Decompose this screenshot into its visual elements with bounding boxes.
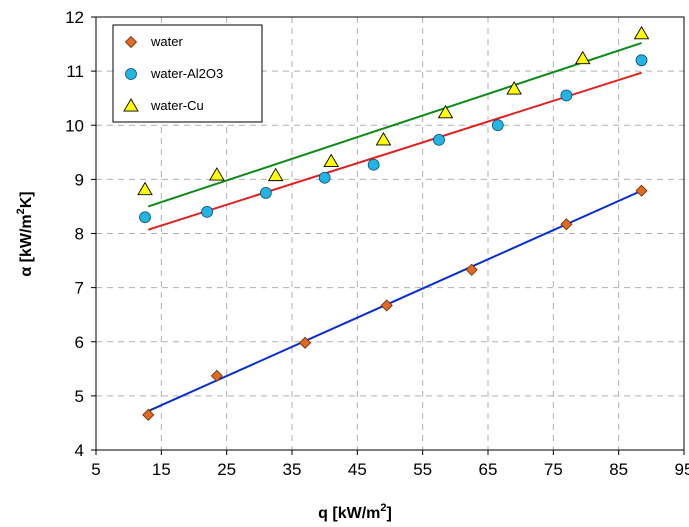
y-tick-label: 12 — [65, 8, 84, 27]
data-point — [560, 218, 573, 231]
data-point — [137, 181, 153, 196]
data-point — [210, 369, 223, 382]
data-point — [560, 89, 573, 102]
x-tick-label: 15 — [152, 460, 171, 479]
fit-lines — [147, 42, 642, 412]
data-point — [209, 167, 225, 181]
x-axis-title: q [kW/m2] — [318, 502, 392, 522]
data-point — [437, 104, 454, 119]
data-point — [380, 299, 393, 312]
data-point — [375, 131, 392, 146]
x-tick-label: 25 — [217, 460, 236, 479]
data-point — [506, 81, 522, 95]
legend-marker — [125, 68, 137, 80]
y-tick-label: 4 — [75, 441, 84, 460]
data-point — [465, 263, 478, 276]
legend-box — [112, 24, 263, 123]
legend-marker — [124, 35, 138, 49]
legend-label-water: water — [150, 34, 183, 49]
grid — [91, 16, 685, 455]
fit-line — [147, 71, 642, 231]
data-point — [367, 158, 380, 171]
y-tick-label: 6 — [75, 333, 84, 352]
data-point — [142, 408, 155, 421]
legend-markers — [123, 35, 139, 112]
data-point — [139, 211, 151, 224]
y-tick-label: 11 — [66, 62, 84, 81]
y-tick-label: 5 — [75, 387, 84, 406]
data-point — [201, 205, 213, 218]
data-point — [299, 336, 312, 349]
legend-label-water-cu: water-Cu — [150, 98, 204, 113]
x-tick-label: 85 — [609, 460, 628, 479]
x-tick-label: 35 — [283, 460, 302, 479]
data-point — [635, 54, 648, 67]
x-tick-label: 75 — [544, 460, 563, 479]
data-point — [633, 25, 650, 40]
y-tick-label: 7 — [75, 279, 84, 298]
data-point — [635, 184, 648, 197]
data-point — [433, 133, 445, 146]
x-tick-label: 55 — [413, 460, 432, 479]
y-tick-label: 10 — [65, 116, 84, 135]
data-point — [491, 119, 504, 132]
x-tick-label: 95 — [675, 460, 689, 479]
y-axis-title: α [kW/m2K] — [15, 191, 35, 276]
fit-line — [147, 189, 642, 412]
data-point — [259, 187, 272, 199]
legend-label-water-al2o3: water-Al2O3 — [150, 66, 223, 81]
x-tick-label: 5 — [91, 460, 100, 479]
x-tick-label: 65 — [479, 460, 498, 479]
data-point — [323, 153, 339, 168]
y-tick-label: 9 — [75, 170, 84, 189]
plot-frame — [95, 16, 685, 451]
x-tick-labels: 5 15 25 35 45 55 65 75 85 95 — [91, 460, 689, 479]
data-point — [267, 167, 284, 182]
legend: water water-Al2O3 water-Cu — [112, 24, 263, 123]
x-tick-label: 45 — [348, 460, 367, 479]
fit-line — [147, 42, 642, 208]
y-tick-label: 8 — [75, 225, 84, 244]
data-markers — [137, 25, 650, 421]
legend-marker — [123, 98, 139, 112]
y-tick-labels: 4 5 6 7 8 9 10 11 12 — [65, 8, 84, 460]
data-point — [574, 50, 591, 65]
data-point — [318, 171, 331, 184]
